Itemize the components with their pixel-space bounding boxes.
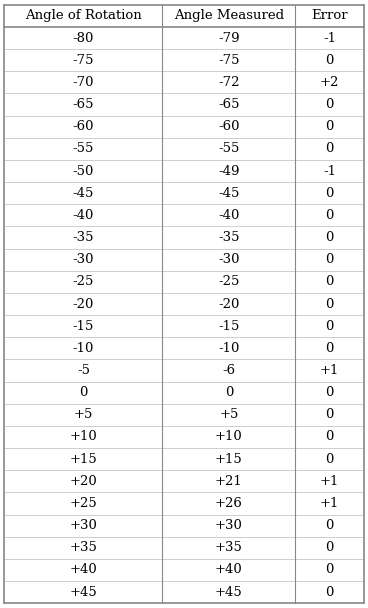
Text: +21: +21 [215, 475, 243, 488]
Text: +25: +25 [70, 497, 97, 510]
Text: -75: -75 [218, 54, 240, 67]
Text: 0: 0 [325, 297, 334, 311]
Text: -20: -20 [218, 297, 240, 311]
Text: +5: +5 [74, 409, 93, 421]
Text: 0: 0 [325, 320, 334, 333]
Text: -50: -50 [73, 165, 94, 178]
Text: +35: +35 [70, 541, 98, 554]
Text: +35: +35 [215, 541, 243, 554]
Text: -45: -45 [73, 187, 94, 199]
Text: 0: 0 [325, 54, 334, 67]
Text: 0: 0 [225, 386, 233, 399]
Text: +45: +45 [70, 586, 97, 598]
Text: -40: -40 [218, 209, 240, 222]
Text: 0: 0 [325, 253, 334, 266]
Text: 0: 0 [325, 98, 334, 111]
Text: +40: +40 [70, 564, 97, 576]
Text: -55: -55 [218, 142, 240, 156]
Text: -1: -1 [323, 165, 336, 178]
Text: -75: -75 [73, 54, 94, 67]
Text: 0: 0 [325, 120, 334, 133]
Text: +45: +45 [215, 586, 243, 598]
Text: 0: 0 [325, 275, 334, 288]
Text: +26: +26 [215, 497, 243, 510]
Text: +30: +30 [215, 519, 243, 532]
Text: +2: +2 [320, 76, 339, 89]
Text: +30: +30 [70, 519, 98, 532]
Text: 0: 0 [325, 342, 334, 355]
Text: -1: -1 [323, 32, 336, 44]
Text: +15: +15 [70, 452, 97, 466]
Text: -45: -45 [218, 187, 240, 199]
Text: +10: +10 [215, 430, 243, 443]
Text: +40: +40 [215, 564, 243, 576]
Text: +15: +15 [215, 452, 243, 466]
Text: +10: +10 [70, 430, 97, 443]
Text: -5: -5 [77, 364, 90, 377]
Text: -30: -30 [218, 253, 240, 266]
Text: -65: -65 [218, 98, 240, 111]
Text: +1: +1 [320, 364, 339, 377]
Text: Angle Measured: Angle Measured [174, 10, 284, 22]
Text: -10: -10 [218, 342, 240, 355]
Text: Error: Error [311, 10, 348, 22]
Text: -35: -35 [218, 231, 240, 244]
Text: -49: -49 [218, 165, 240, 178]
Text: -40: -40 [73, 209, 94, 222]
Text: 0: 0 [325, 519, 334, 532]
Text: 0: 0 [325, 187, 334, 199]
Text: -25: -25 [218, 275, 240, 288]
Text: 0: 0 [325, 409, 334, 421]
Text: -80: -80 [73, 32, 94, 44]
Text: +5: +5 [219, 409, 238, 421]
Text: -35: -35 [73, 231, 94, 244]
Text: -60: -60 [218, 120, 240, 133]
Text: -25: -25 [73, 275, 94, 288]
Text: -65: -65 [73, 98, 94, 111]
Text: 0: 0 [325, 586, 334, 598]
Text: 0: 0 [325, 209, 334, 222]
Text: 0: 0 [325, 430, 334, 443]
Text: Angle of Rotation: Angle of Rotation [25, 10, 142, 22]
Text: -20: -20 [73, 297, 94, 311]
Text: 0: 0 [325, 564, 334, 576]
Text: -79: -79 [218, 32, 240, 44]
Text: 0: 0 [325, 386, 334, 399]
Text: -6: -6 [222, 364, 236, 377]
Text: -15: -15 [218, 320, 240, 333]
Text: 0: 0 [325, 142, 334, 156]
Text: -30: -30 [73, 253, 94, 266]
Text: 0: 0 [325, 452, 334, 466]
Text: -70: -70 [73, 76, 94, 89]
Text: +1: +1 [320, 475, 339, 488]
Text: -15: -15 [73, 320, 94, 333]
Text: +20: +20 [70, 475, 97, 488]
Text: 0: 0 [325, 231, 334, 244]
Text: -60: -60 [73, 120, 94, 133]
Text: +1: +1 [320, 497, 339, 510]
Text: 0: 0 [325, 541, 334, 554]
Text: -72: -72 [218, 76, 240, 89]
Text: 0: 0 [79, 386, 88, 399]
Text: -10: -10 [73, 342, 94, 355]
Text: -55: -55 [73, 142, 94, 156]
